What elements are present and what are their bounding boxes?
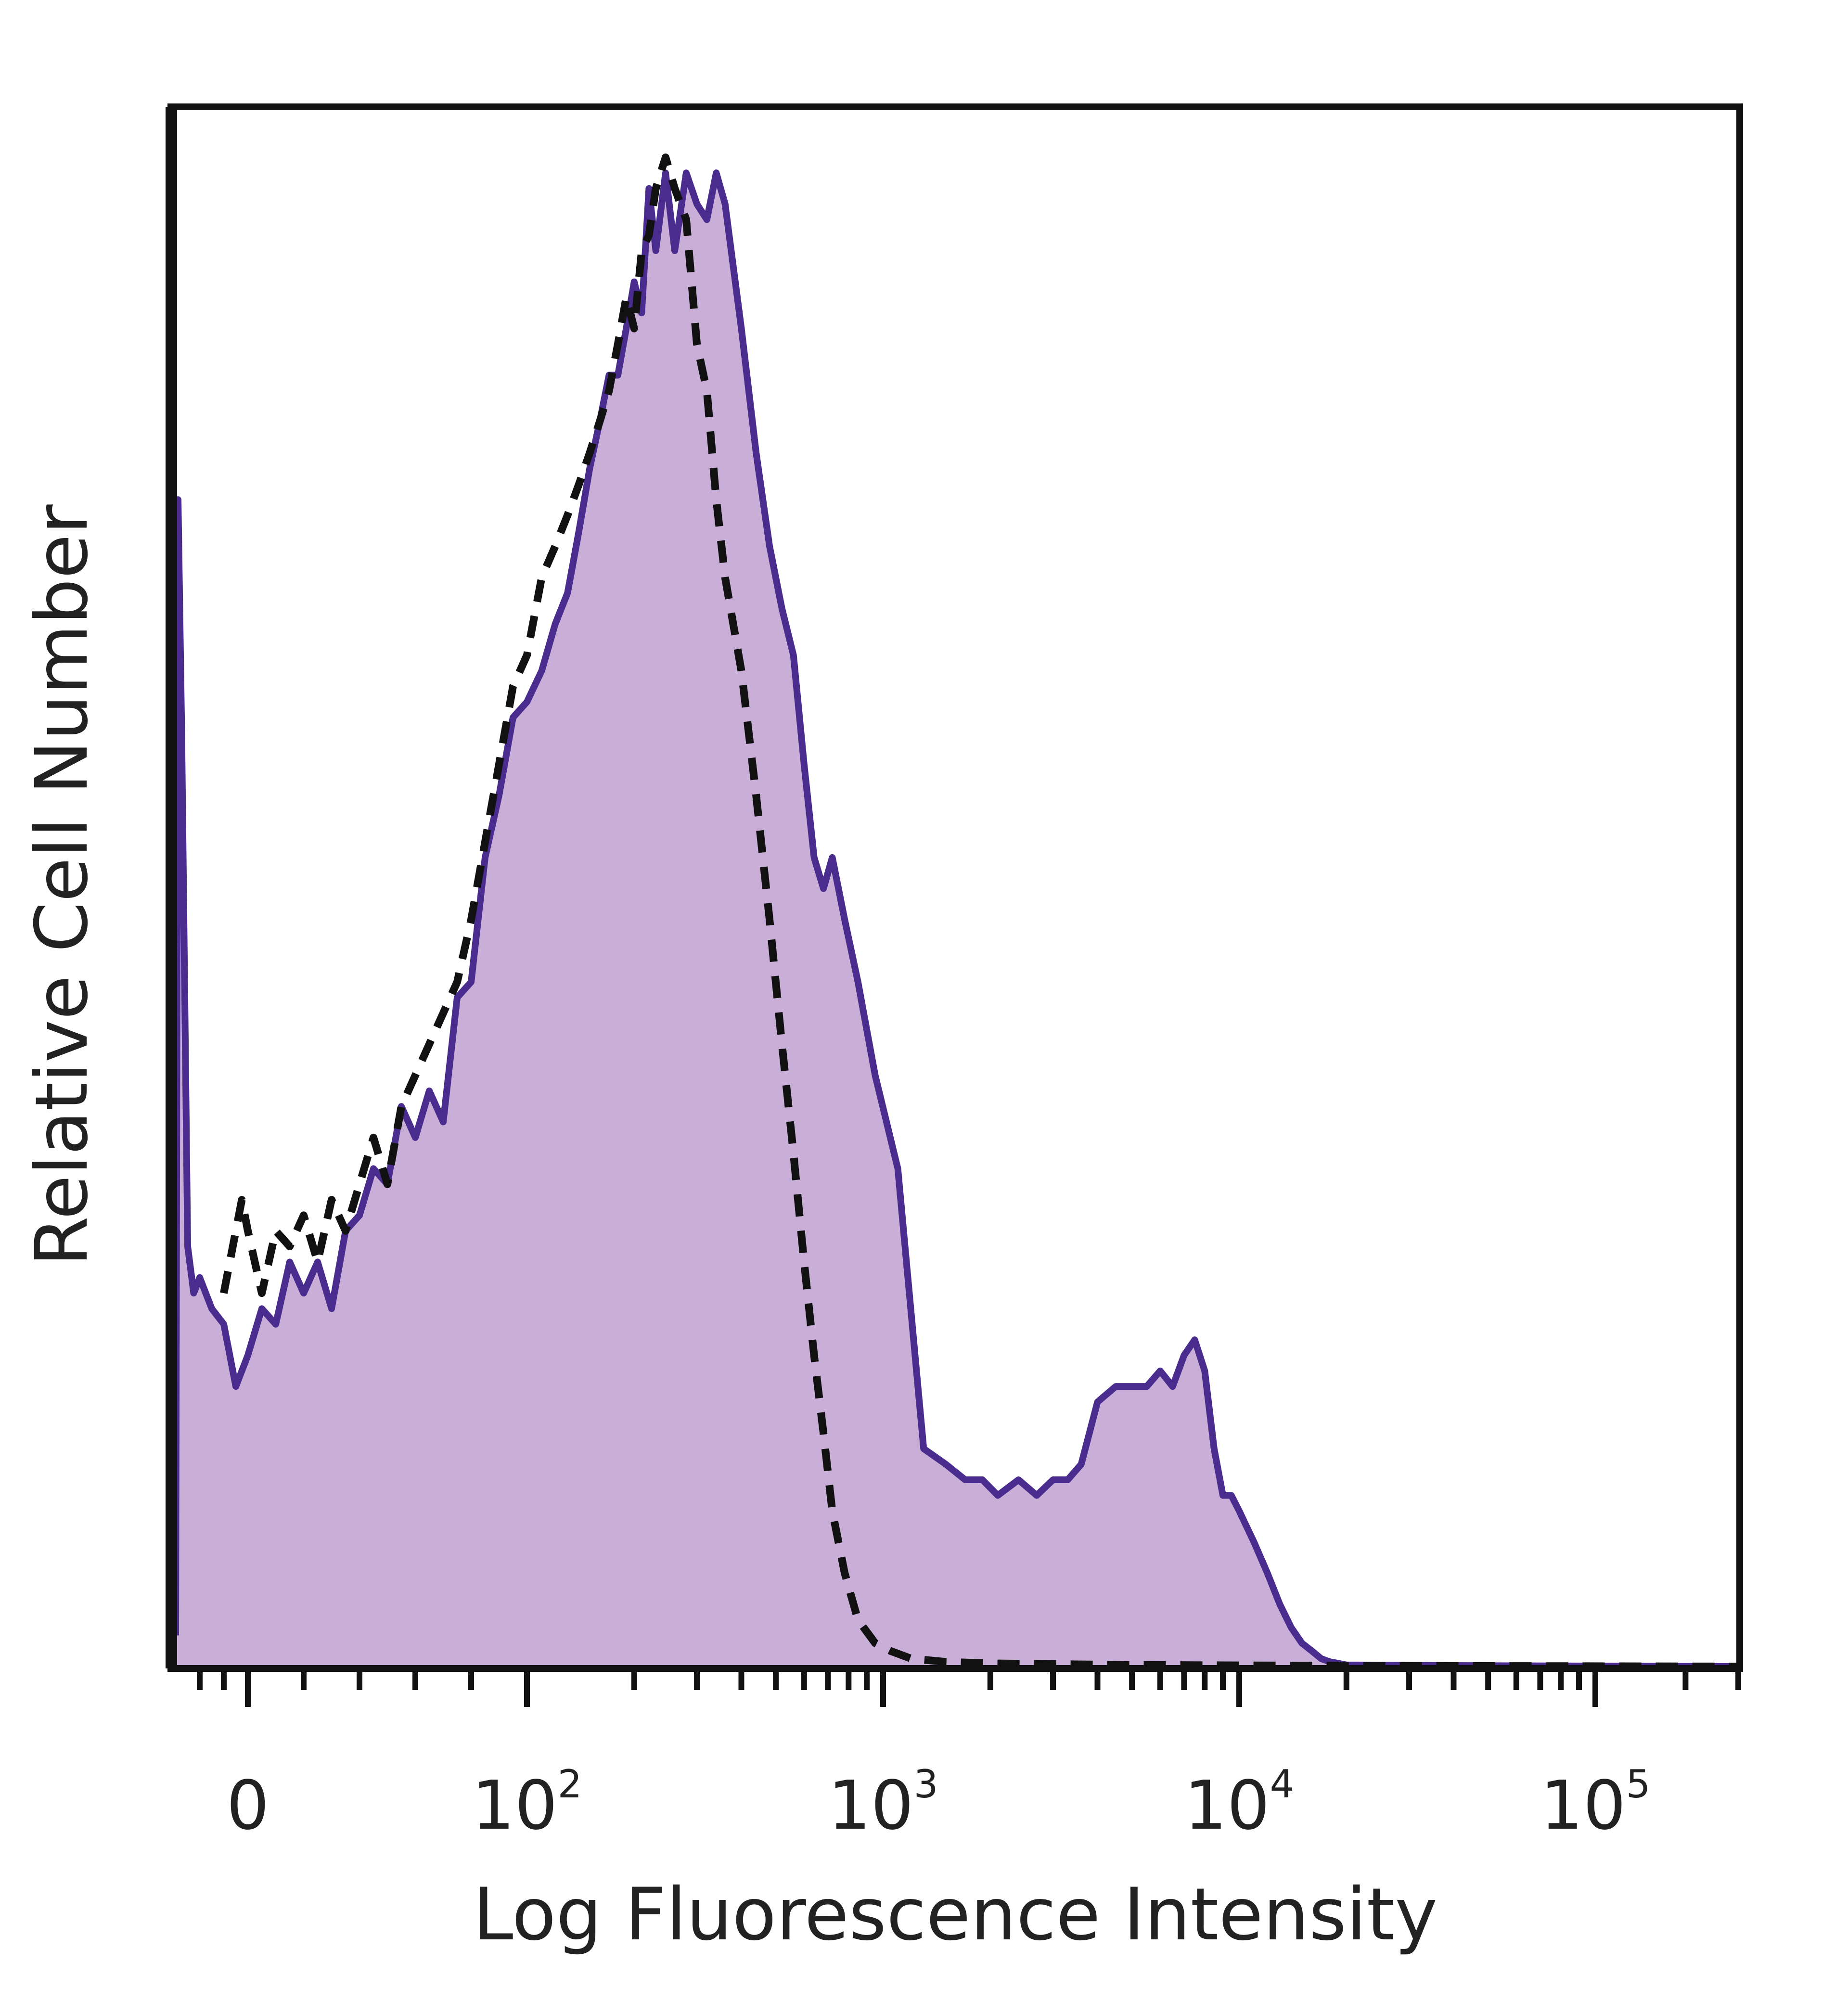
x-tick-label: 102 bbox=[472, 1762, 582, 1845]
x-tick-label: 103 bbox=[828, 1762, 938, 1845]
series-filled-outline bbox=[172, 169, 1739, 1670]
left-axis-line bbox=[166, 107, 177, 1668]
x-axis-title: Log Fluorescence Intensity bbox=[473, 1873, 1437, 1957]
x-tick-label: 104 bbox=[1184, 1762, 1294, 1845]
y-axis-title: Relative Cell Number bbox=[20, 504, 104, 1267]
series-dashed-line bbox=[220, 154, 1739, 1670]
series-filled-area bbox=[176, 173, 1738, 1667]
x-tick-label: 105 bbox=[1540, 1762, 1650, 1845]
x-tick-label: 0 bbox=[226, 1767, 269, 1845]
